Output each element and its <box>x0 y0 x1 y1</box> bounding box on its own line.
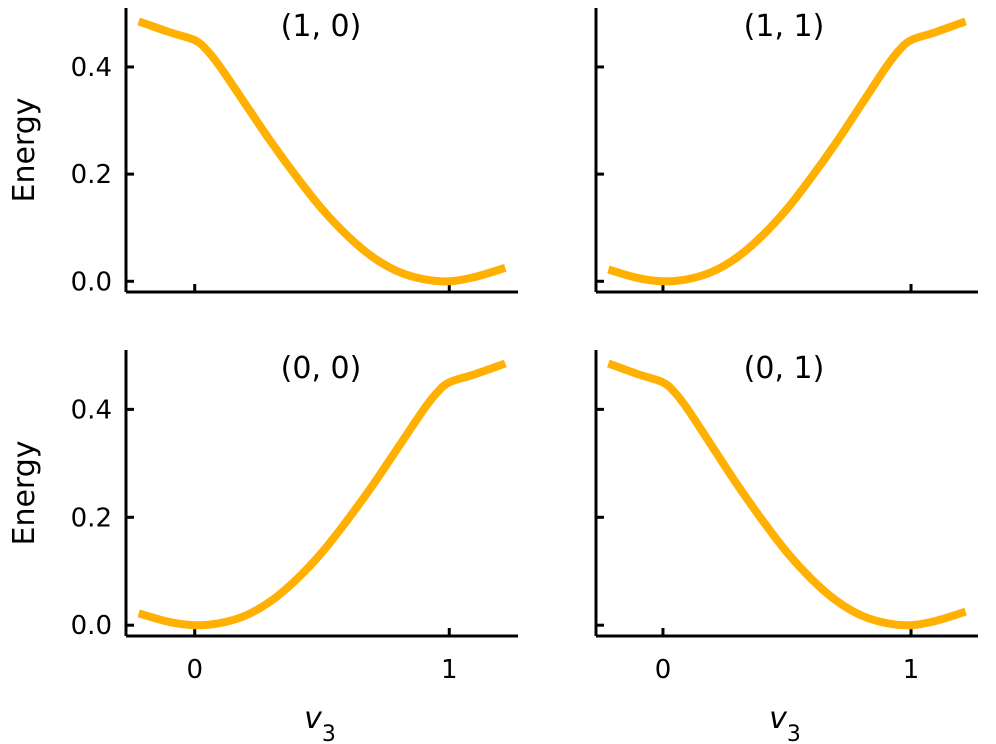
panel-4: 0 1 (0, 1) v3 <box>594 350 978 744</box>
panel-1: 0.0 0.2 0.4 (1, 0) Energy <box>7 8 518 297</box>
y-tick-label: 0.0 <box>71 611 112 641</box>
y-axis-title: Energy <box>7 440 42 545</box>
y-tick-label: 0.2 <box>71 503 112 533</box>
panel-2: (1, 1) <box>594 8 978 294</box>
x-tick-label: 1 <box>441 655 458 685</box>
y-tick-label: 0.4 <box>71 53 112 83</box>
y-axis-title: Energy <box>7 97 42 202</box>
energy-curve <box>607 359 967 630</box>
energy-curve <box>137 17 507 286</box>
panel-title: (0, 1) <box>744 351 825 386</box>
x-tick-label: 0 <box>655 655 672 685</box>
panel-title: (1, 1) <box>744 9 825 44</box>
y-tick-label: 0.2 <box>71 160 112 190</box>
panel-3: 0.0 0.2 0.4 0 1 (0, 0) Energy v3 <box>7 350 518 744</box>
x-axis-title: v3 <box>769 701 801 744</box>
x-axis-title: v3 <box>304 701 336 744</box>
energy-curve <box>137 359 507 630</box>
panel-title: (0, 0) <box>281 351 362 386</box>
y-tick-label: 0.0 <box>71 267 112 297</box>
x-tick-label: 1 <box>903 655 920 685</box>
panel-title: (1, 0) <box>281 9 362 44</box>
y-tick-label: 0.4 <box>71 395 112 425</box>
energy-curve <box>607 17 967 286</box>
x-tick-label: 0 <box>186 655 203 685</box>
